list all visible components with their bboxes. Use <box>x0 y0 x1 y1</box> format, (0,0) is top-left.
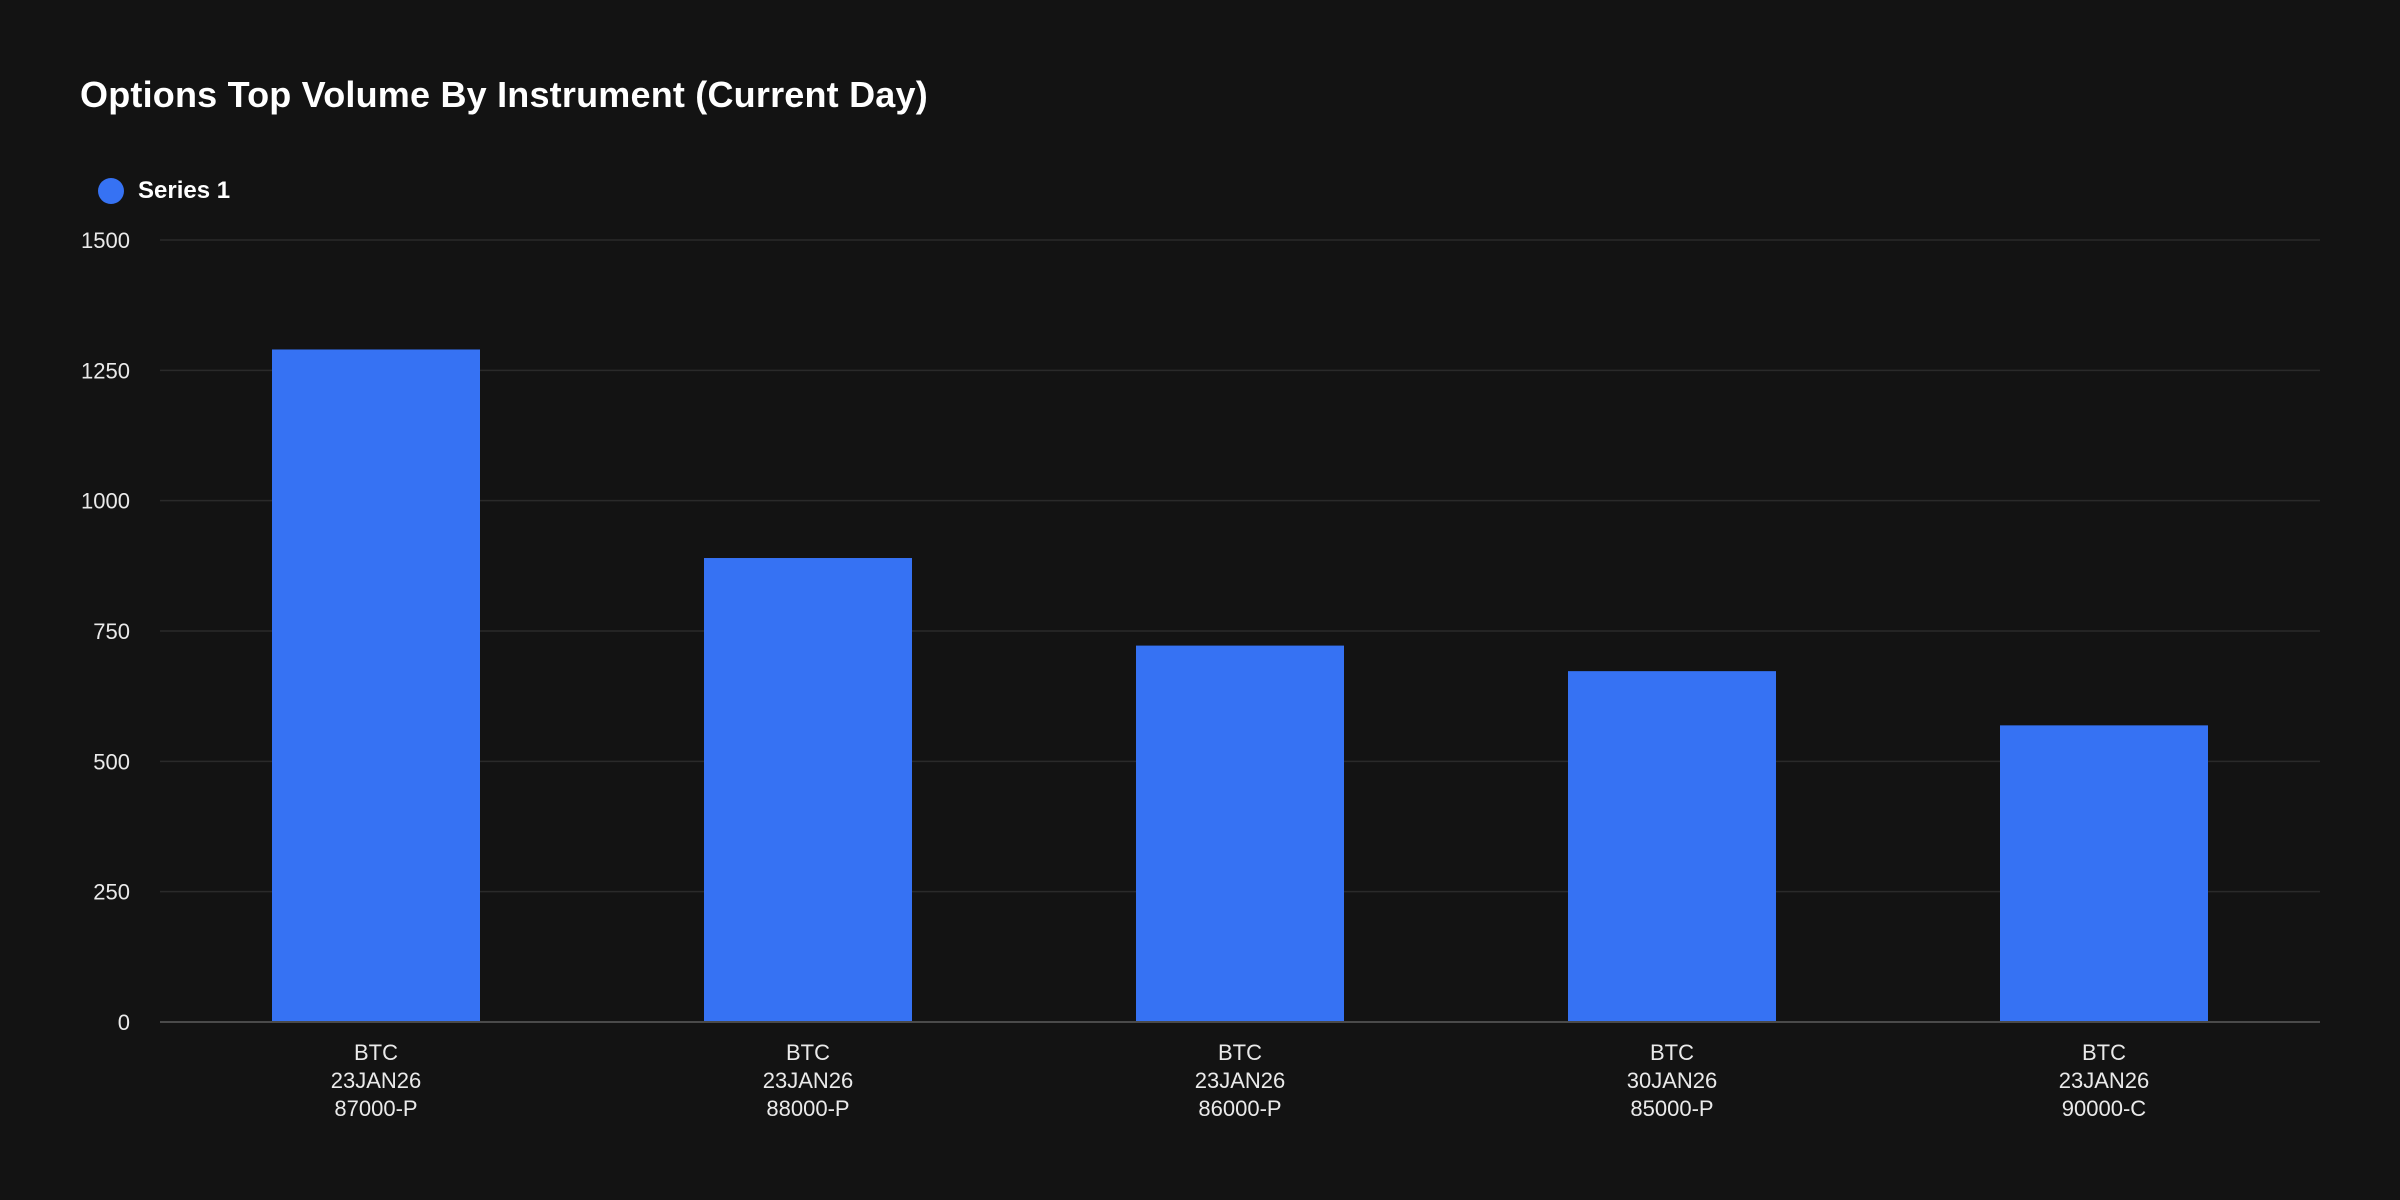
x-tick-label-line: 86000-P <box>1198 1096 1281 1121</box>
bar[interactable] <box>272 349 480 1023</box>
y-tick-label: 1000 <box>81 489 130 514</box>
x-tick-label: BTC 23JAN26 90000-C <box>2059 1040 2150 1121</box>
y-tick-label: 1500 <box>81 228 130 253</box>
bars <box>272 349 2208 1023</box>
y-axis-ticks: 0 250 500 750 1000 1250 1500 <box>81 228 130 1035</box>
bar[interactable] <box>1136 645 1344 1022</box>
x-tick-label-line: 87000-P <box>334 1096 417 1121</box>
legend-swatch-circle-icon <box>98 178 124 204</box>
y-tick-label: 750 <box>93 619 130 644</box>
x-tick-label-line: 23JAN26 <box>1195 1068 1286 1093</box>
chart-legend[interactable]: Series 1 <box>98 172 230 210</box>
legend-label: Series 1 <box>138 177 231 204</box>
gridlines <box>160 239 2320 893</box>
bar[interactable] <box>704 558 912 1022</box>
x-tick-label-line: 30JAN26 <box>1627 1068 1718 1093</box>
x-tick-label-line: BTC <box>1650 1040 1694 1065</box>
y-tick-label: 500 <box>93 749 130 774</box>
x-tick-label-line: 23JAN26 <box>2059 1068 2150 1093</box>
x-tick-label-line: 23JAN26 <box>331 1068 422 1093</box>
x-tick-label-line: 23JAN26 <box>763 1068 854 1093</box>
chart-title: Options Top Volume By Instrument (Curren… <box>80 74 928 115</box>
x-tick-label-line: BTC <box>786 1040 830 1065</box>
x-tick-label-line: 90000-C <box>2062 1096 2147 1121</box>
bar[interactable] <box>1568 671 1776 1022</box>
y-tick-label: 250 <box>93 880 130 905</box>
y-tick-label: 0 <box>118 1010 130 1035</box>
x-tick-label-line: BTC <box>2082 1040 2126 1065</box>
x-tick-label-line: 85000-P <box>1630 1096 1713 1121</box>
x-tick-label: BTC 23JAN26 86000-P <box>1195 1040 1286 1121</box>
x-tick-label-line: BTC <box>354 1040 398 1065</box>
x-tick-label-line: 88000-P <box>766 1096 849 1121</box>
x-tick-label: BTC 23JAN26 88000-P <box>763 1040 854 1121</box>
x-axis-categories: BTC 23JAN26 87000-P BTC 23JAN26 88000-P BTC 23J… <box>331 1040 2150 1121</box>
bar[interactable] <box>2000 725 2208 1022</box>
y-tick-label: 1250 <box>81 358 130 383</box>
x-tick-label-line: BTC <box>1218 1040 1262 1065</box>
x-tick-label: BTC 23JAN26 87000-P <box>331 1040 422 1121</box>
x-tick-label: BTC 30JAN26 85000-P <box>1627 1040 1718 1121</box>
